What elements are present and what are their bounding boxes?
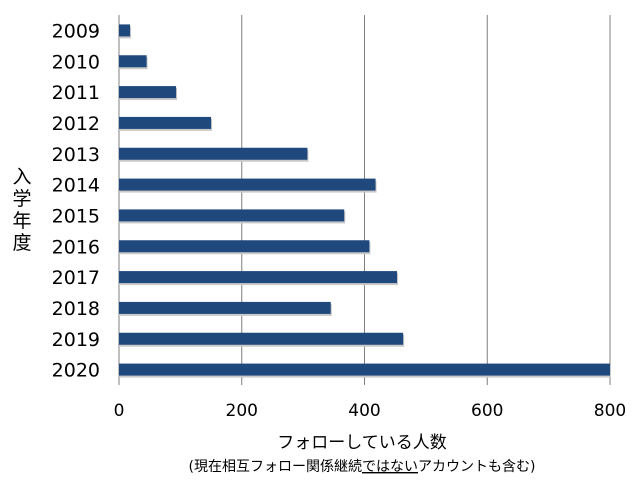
y-axis-label-char: 年 xyxy=(12,210,31,232)
y-tick-2010: 2010 xyxy=(52,51,100,73)
y-axis-label-char: 度 xyxy=(12,232,31,254)
x-tick-200: 200 xyxy=(226,401,258,421)
y-tick-2016: 2016 xyxy=(52,236,100,258)
x-axis-note-after: アカウントも含む) xyxy=(418,459,535,475)
x-axis-label: フォローしている人数 xyxy=(277,433,447,453)
y-tick-2011: 2011 xyxy=(52,82,100,104)
y-tick-2009: 2009 xyxy=(52,20,100,42)
x-tick-800: 800 xyxy=(594,401,626,421)
bar-2009 xyxy=(119,24,131,37)
y-tick-2013: 2013 xyxy=(52,144,100,166)
bar-2018 xyxy=(119,301,331,314)
y-tick-2020: 2020 xyxy=(52,360,100,382)
bar-2011 xyxy=(119,86,177,99)
x-tick-400: 400 xyxy=(348,401,380,421)
y-tick-2019: 2019 xyxy=(52,329,100,351)
x-axis-note-underlined: ではない xyxy=(362,459,418,475)
x-tick-600: 600 xyxy=(471,401,503,421)
bar-2020 xyxy=(119,363,610,376)
bar-2010 xyxy=(119,55,147,68)
y-axis-label-char: 学 xyxy=(12,188,31,210)
bar-2017 xyxy=(119,271,398,284)
x-axis-note: (現在相互フォロー関係継続ではないアカウントも含む) xyxy=(189,458,536,475)
bar-2015 xyxy=(119,209,345,222)
y-tick-labels: 2009 2010 2011 2012 2013 2014 2015 2016 2017 2018… xyxy=(52,20,100,381)
bars xyxy=(119,24,611,378)
bar-2016 xyxy=(119,240,370,253)
y-tick-2014: 2014 xyxy=(52,175,100,197)
y-axis-label-char: 入 xyxy=(12,166,31,188)
y-tick-2012: 2012 xyxy=(52,113,100,135)
y-tick-2015: 2015 xyxy=(52,205,100,227)
y-tick-2017: 2017 xyxy=(52,267,100,289)
gridlines xyxy=(118,15,611,385)
bar-2012 xyxy=(119,116,212,129)
y-tick-2018: 2018 xyxy=(52,298,100,320)
x-tick-labels: 0 200 400 600 800 xyxy=(114,401,627,421)
x-tick-0: 0 xyxy=(114,401,125,421)
bar-2014 xyxy=(119,178,376,191)
x-axis-note-before: (現在相互フォロー関係継続 xyxy=(189,458,362,475)
bar-2019 xyxy=(119,332,404,345)
bar-2013 xyxy=(119,147,308,160)
